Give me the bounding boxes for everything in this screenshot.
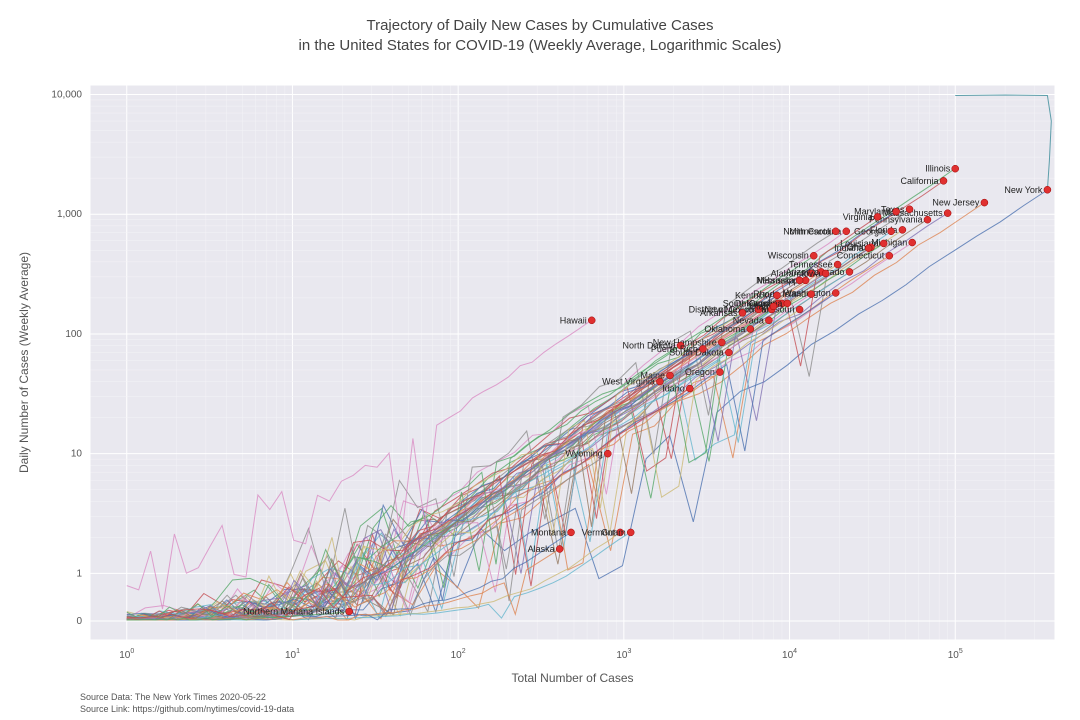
endpoint-label: Wyoming <box>565 449 602 459</box>
plot-area <box>90 85 1055 640</box>
endpoint-marker <box>865 245 872 252</box>
endpoint-label: Arkansas <box>700 308 738 318</box>
y-tick-label: 10 <box>71 449 83 460</box>
source-link: Source Link: https://github.com/nytimes/… <box>80 704 294 714</box>
endpoint-marker <box>747 325 754 332</box>
endpoint-marker <box>699 345 706 352</box>
y-axis-label: Daily Number of Cases (Weekly Average) <box>17 252 31 473</box>
endpoint-marker <box>899 226 906 233</box>
endpoint-marker <box>770 303 777 310</box>
endpoint-label: Nebraska <box>756 275 795 285</box>
endpoint-marker <box>784 300 791 307</box>
endpoint-label: West Virginia <box>602 377 655 387</box>
endpoint-marker <box>667 372 674 379</box>
y-tick-label: 100 <box>65 329 82 340</box>
y-tick-label: 1,000 <box>57 209 82 220</box>
endpoint-label: Hawaii <box>560 315 587 325</box>
endpoint-marker <box>808 291 815 298</box>
endpoint-marker <box>568 529 575 536</box>
endpoint-marker <box>940 177 947 184</box>
endpoint-marker <box>906 206 913 213</box>
endpoint-marker <box>909 239 916 246</box>
endpoint-marker <box>832 289 839 296</box>
endpoint-label: Northern Mariana Islands <box>243 606 345 616</box>
endpoint-marker <box>725 349 732 356</box>
source-data: Source Data: The New York Times 2020-05-… <box>80 692 266 702</box>
x-tick-label: 100 <box>119 648 134 661</box>
endpoint-marker <box>832 228 839 235</box>
endpoint-marker <box>739 309 746 316</box>
endpoint-label: Utah <box>749 301 768 311</box>
endpoint-marker <box>627 529 634 536</box>
endpoint-marker <box>656 378 663 385</box>
endpoint-marker <box>924 216 931 223</box>
endpoint-marker <box>944 210 951 217</box>
endpoint-label: New Jersey <box>932 198 980 208</box>
endpoint-marker <box>588 317 595 324</box>
endpoint-marker <box>888 228 895 235</box>
x-tick-label: 101 <box>285 648 300 661</box>
endpoint-marker <box>796 306 803 313</box>
endpoint-marker <box>796 277 803 284</box>
endpoint-marker <box>718 339 725 346</box>
endpoint-label: Montana <box>531 527 566 537</box>
endpoint-marker <box>893 208 900 215</box>
endpoint-label: Indiana <box>834 243 864 253</box>
endpoint-marker <box>686 385 693 392</box>
chart-container: 100 101 102 103 104 105 0 1 10 100 1,000 10,000 New … <box>0 0 1080 720</box>
endpoint-label: Wisconsin <box>768 251 809 261</box>
x-tick-label: 102 <box>451 648 466 661</box>
endpoint-marker <box>822 270 829 277</box>
endpoint-marker <box>604 450 611 457</box>
endpoint-marker <box>346 608 353 615</box>
x-tick-label: 104 <box>782 648 797 661</box>
endpoint-label: New York <box>1004 185 1043 195</box>
endpoint-marker <box>716 369 723 376</box>
endpoint-marker <box>981 199 988 206</box>
endpoint-marker <box>846 268 853 275</box>
endpoint-label: Illinois <box>925 164 951 174</box>
y-tick-label: 1 <box>76 568 82 579</box>
endpoint-marker <box>556 545 563 552</box>
chart-svg: 100 101 102 103 104 105 0 1 10 100 1,000 10,000 New … <box>0 0 1080 720</box>
chart-title-line1: Trajectory of Daily New Cases by Cumulat… <box>366 17 713 34</box>
endpoint-marker <box>810 252 817 259</box>
endpoint-marker <box>765 317 772 324</box>
x-tick-label: 103 <box>616 648 631 661</box>
endpoint-marker <box>843 228 850 235</box>
chart-title-line2: in the United States for COVID-19 (Weekl… <box>299 37 782 54</box>
endpoint-marker <box>1044 186 1051 193</box>
endpoint-label: Puerto Rico <box>651 344 698 354</box>
endpoint-marker <box>886 252 893 259</box>
endpoint-label: Alaska <box>528 544 555 554</box>
endpoint-label: Idaho <box>662 384 685 394</box>
endpoint-marker <box>952 165 959 172</box>
endpoint-label: Virginia <box>843 212 873 222</box>
endpoint-label: Minnesota <box>789 226 831 236</box>
endpoint-label: California <box>901 176 939 186</box>
endpoint-label: Guam <box>601 527 626 537</box>
x-axis-label: Total Number of Cases <box>511 671 633 685</box>
endpoint-marker <box>874 213 881 220</box>
endpoint-label: Oklahoma <box>704 324 745 334</box>
x-tick-label: 105 <box>948 648 963 661</box>
endpoint-marker <box>880 240 887 247</box>
y-tick-label: 10,000 <box>51 89 82 100</box>
endpoint-label: Oregon <box>685 367 715 377</box>
y-tick-label: 0 <box>76 616 82 627</box>
endpoint-label: Georgia <box>854 226 886 236</box>
